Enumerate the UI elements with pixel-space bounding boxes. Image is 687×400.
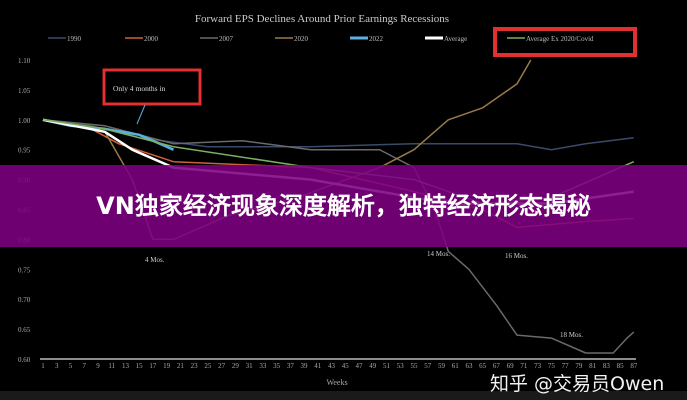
x-tick-label: 3 <box>55 362 59 370</box>
x-axis: 1 3 5 7 9 11 13 15 17 19 21 23 25 27 29 31 33 35 37 39 41 43 4… <box>41 362 638 370</box>
x-tick-label: 51 <box>383 362 391 370</box>
x-tick-label: 13 <box>122 362 130 370</box>
y-tick-label: 0.60 <box>18 356 31 364</box>
x-tick-label: 85 <box>617 362 625 370</box>
x-tick-label: 59 <box>438 362 446 370</box>
x-tick-label: 41 <box>314 362 322 370</box>
x-tick-label: 27 <box>218 362 226 370</box>
y-tick-label: 1.05 <box>18 87 31 95</box>
x-tick-label: 75 <box>548 362 556 370</box>
x-tick-label: 45 <box>342 362 350 370</box>
legend: 1990 2000 2007 2020 2022 Average Average Ex 20… <box>48 35 594 43</box>
x-tick-label: 81 <box>589 362 597 370</box>
watermark: 知乎 @交易员Owen <box>490 373 665 395</box>
legend-entry: Average <box>444 35 467 43</box>
x-tick-label: 61 <box>452 362 460 370</box>
series-line-1990 <box>42 119 634 151</box>
legend-entry: 2000 <box>144 35 159 43</box>
x-tick-label: 83 <box>603 362 611 370</box>
banner-title: VN独家经济现象深度解析，独特经济形态揭秘 <box>96 192 591 220</box>
x-tick-label: 23 <box>191 362 199 370</box>
x-tick-label: 5 <box>69 362 73 370</box>
x-tick-label: 35 <box>273 362 281 370</box>
callout-arrow <box>136 104 146 125</box>
x-tick-label: 79 <box>575 362 583 370</box>
legend-entry: 2020 <box>294 35 309 43</box>
chart-title: Forward EPS Declines Around Prior Earnin… <box>195 13 449 25</box>
x-tick-label: 39 <box>301 362 309 370</box>
x-tick-label: 15 <box>136 362 144 370</box>
x-tick-label: 47 <box>356 362 364 370</box>
legend-entry: 1990 <box>67 35 82 43</box>
x-tick-label: 21 <box>177 362 185 370</box>
y-tick-label: 0.95 <box>18 147 31 155</box>
x-tick-label: 1 <box>41 362 45 370</box>
x-tick-label: 29 <box>232 362 240 370</box>
legend-entry: Average Ex 2020/Covid <box>526 35 594 43</box>
x-tick-label: 63 <box>465 362 473 370</box>
x-tick-label: 37 <box>287 362 295 370</box>
legend-highlight-box <box>493 27 637 57</box>
y-tick-label: 1.00 <box>18 117 31 125</box>
y-tick-label: 0.65 <box>18 326 31 334</box>
x-tick-label: 31 <box>246 362 254 370</box>
title-banner: VN独家经济现象深度解析，独特经济形态揭秘 <box>0 165 687 247</box>
x-tick-label: 49 <box>369 362 377 370</box>
x-tick-label: 19 <box>163 362 171 370</box>
x-tick-label: 57 <box>424 362 432 370</box>
annotation-18-mos: 18 Mos. <box>560 331 583 339</box>
x-tick-label: 25 <box>204 362 212 370</box>
x-tick-label: 87 <box>630 362 638 370</box>
x-tick-label: 53 <box>397 362 405 370</box>
y-tick-label: 0.75 <box>18 266 31 274</box>
series-line-2007 <box>42 119 635 354</box>
x-tick-label: 7 <box>82 362 86 370</box>
x-tick-label: 73 <box>534 362 542 370</box>
x-tick-label: 69 <box>507 362 515 370</box>
annotation-4-mos: 4 Mos. <box>145 256 165 264</box>
x-tick-label: 65 <box>479 362 487 370</box>
y-tick-label: 1.10 <box>18 57 31 65</box>
x-tick-label: 17 <box>149 362 157 370</box>
x-tick-label: 77 <box>562 362 570 370</box>
legend-entry: 2022 <box>369 35 384 43</box>
legend-entry: 2007 <box>219 35 234 43</box>
x-axis-label: Weeks <box>326 378 347 387</box>
x-tick-label: 71 <box>520 362 528 370</box>
x-tick-label: 9 <box>96 362 100 370</box>
x-tick-label: 43 <box>328 362 336 370</box>
x-tick-label: 55 <box>410 362 418 370</box>
callout-box <box>102 68 202 106</box>
annotation-16-mos: 16 Mos. <box>505 252 528 260</box>
callout-text: Only 4 months in <box>113 84 166 93</box>
bottom-bar <box>0 391 687 400</box>
annotation-14-mos: 14 Mos. <box>427 250 450 258</box>
y-tick-label: 0.70 <box>18 296 31 304</box>
x-tick-label: 33 <box>259 362 267 370</box>
x-tick-label: 67 <box>493 362 501 370</box>
x-tick-label: 11 <box>108 362 115 370</box>
